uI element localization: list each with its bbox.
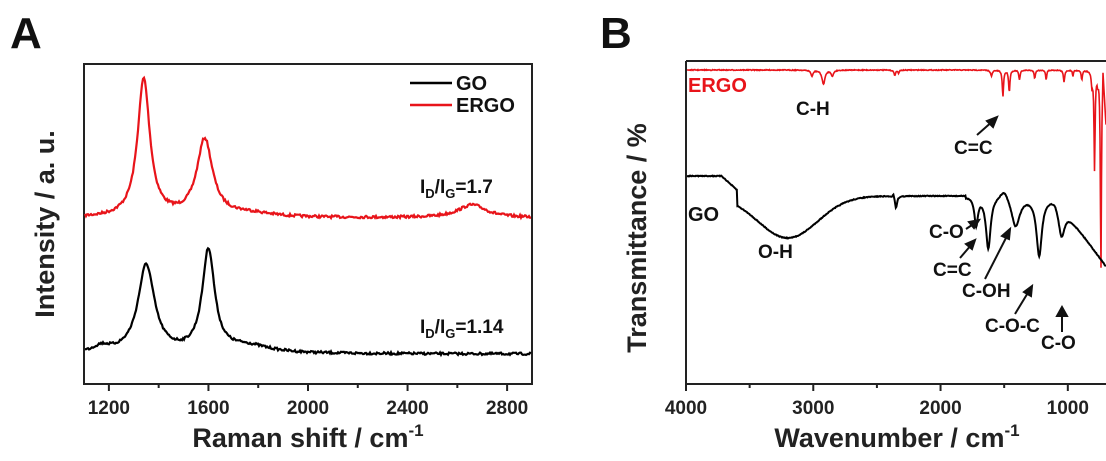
panel-b-x-tick-label: 4000 [665, 398, 707, 419]
annotation-go-o-h: O-H [758, 242, 793, 263]
ratio-annotation-go: ID/IG=1.14 [420, 317, 504, 341]
panel-a-x-tick-label: 2000 [287, 398, 329, 419]
annotation-go-c-o: C-O [929, 222, 964, 243]
panel-b-series-label-ergo: ERGO [688, 75, 747, 97]
panel-a-x-axis-title: Raman shift / cm-1 [192, 421, 423, 453]
panel-b-x-tick-label: 1000 [1047, 398, 1089, 419]
arrow-go-c-c-head [964, 238, 977, 251]
arrow-go-c-oh-head [1000, 226, 1012, 241]
annotation-arrows [959, 115, 1069, 332]
ratio-annotation-ergo: ID/IG=1.7 [420, 177, 493, 201]
panel-b-x-axis-title: Wavenumber / cm-1 [774, 421, 1019, 453]
panel-a-x-tick-label: 2800 [486, 398, 528, 419]
annotation-go-c-o-2: C-O [1041, 333, 1076, 354]
panel-a: A 1200 1600 2000 2400 2800 GO ERGO ID/IG=1.7… [10, 9, 533, 453]
panel-a-x-ticks: 1200 1600 2000 2400 2800 [88, 384, 528, 419]
panel-a-series-ergo [83, 75, 532, 221]
panel-b: B 4000 3000 2000 1000 ERGO GO C-H C=C O-H C… [600, 9, 1106, 453]
panel-a-letter: A [10, 9, 42, 58]
panel-b-series-ergo [687, 68, 1106, 268]
panel-b-x-ticks: 4000 3000 2000 1000 [665, 384, 1089, 419]
panel-b-x-tick-label: 2000 [919, 398, 961, 419]
panel-b-letter: B [600, 9, 632, 58]
panel-b-x-tick-label: 3000 [792, 398, 834, 419]
panel-a-legend: GO ERGO [410, 73, 515, 117]
legend-label-go: GO [456, 73, 487, 95]
panel-a-x-tick-label: 1600 [187, 398, 229, 419]
annotation-go-c-o-c: C-O-C [985, 316, 1040, 337]
annotation-go-c-oh: C-OH [962, 281, 1011, 302]
panel-b-series-go [687, 174, 1106, 267]
annotation-ergo-c-c: C=C [954, 138, 993, 159]
panel-b-series-label-go: GO [688, 204, 719, 226]
arrow-go-c-o-2-head [1055, 304, 1069, 317]
panel-a-y-axis-title: Intensity / a. u. [30, 130, 60, 318]
panel-b-y-axis-title: Transmittance / % [622, 123, 652, 353]
arrow-go-c-oh [984, 233, 1009, 280]
panel-a-x-tick-label: 1200 [88, 398, 130, 419]
legend-label-ergo: ERGO [456, 95, 515, 117]
arrow-ergo-c-c-head [985, 115, 999, 129]
panel-a-x-tick-label: 2400 [386, 398, 428, 419]
arrow-go-c-o-head [967, 218, 982, 230]
annotation-ergo-c-h: C-H [796, 99, 830, 120]
panel-a-series-go [84, 246, 532, 358]
annotation-go-c-c: C=C [933, 260, 972, 281]
arrow-go-c-o-c [1014, 290, 1030, 315]
arrow-go-c-o-c-head [1022, 283, 1034, 298]
